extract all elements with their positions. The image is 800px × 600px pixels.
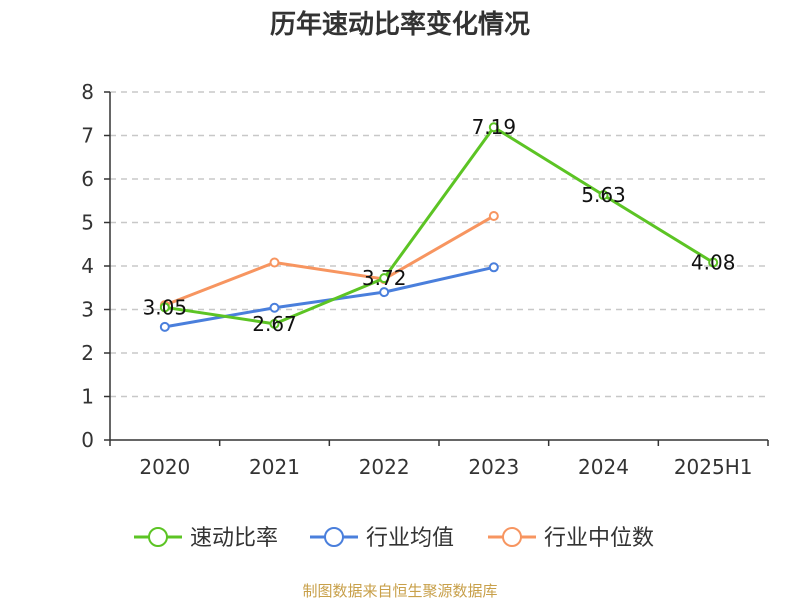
x-tick-label: 2021 (249, 455, 300, 479)
data-point (269, 318, 280, 329)
legend-marker (502, 527, 522, 547)
data-point (379, 287, 390, 298)
data-label: 3.05 (143, 295, 188, 319)
data-point (159, 321, 170, 332)
data-label: 2.67 (252, 312, 297, 336)
data-point (379, 273, 390, 284)
y-tick-label: 6 (81, 167, 94, 191)
legend-label: 速动比率 (190, 526, 278, 551)
legend-item[interactable]: 行业均值 (310, 526, 454, 551)
data-point (598, 190, 609, 201)
data-point (708, 257, 719, 268)
data-labels: 3.05 2.67 3.72 7.19 5.63 4.08 (143, 115, 736, 336)
y-tick-label: 2 (81, 341, 94, 365)
data-point (269, 302, 280, 313)
series-layer (159, 122, 719, 332)
grid (110, 91, 768, 398)
axes: 0 1 2 3 4 5 6 7 8 2020 2021 2022 2023 2024 2025H1 (81, 80, 769, 479)
data-point (488, 262, 499, 273)
series-line (164, 214, 495, 307)
y-tick-label: 0 (81, 428, 94, 452)
legend-marker (324, 527, 344, 547)
y-tick-label: 3 (81, 298, 94, 322)
y-tick-label: 7 (81, 124, 94, 148)
y-tick-label: 5 (81, 211, 94, 235)
data-label: 4.08 (691, 251, 736, 275)
source-note: 制图数据来自恒生聚源数据库 (302, 582, 497, 600)
y-tick-label: 4 (81, 254, 94, 278)
x-tick-label: 2020 (139, 455, 190, 479)
x-tick-label: 2022 (359, 455, 410, 479)
legend-item[interactable]: 行业中位数 (488, 526, 654, 551)
series-line (164, 265, 495, 329)
data-point (488, 210, 499, 221)
legend-label: 行业中位数 (544, 526, 654, 551)
chart-title: 历年速动比率变化情况 (270, 9, 530, 40)
data-label: 5.63 (581, 183, 626, 207)
x-tick-label: 2024 (578, 455, 629, 479)
legend[interactable]: 速动比率 行业均值 行业中位数 (134, 526, 654, 551)
y-tick-label: 8 (81, 80, 94, 104)
data-label: 7.19 (472, 115, 517, 139)
data-point (159, 302, 170, 313)
legend-marker (148, 527, 168, 547)
x-tick-label: 2023 (468, 455, 519, 479)
data-label: 3.72 (362, 266, 407, 290)
x-tick-label: 2025H1 (674, 455, 753, 479)
legend-label: 行业均值 (366, 526, 454, 551)
series-line (164, 125, 714, 326)
data-point (488, 122, 499, 133)
y-tick-label: 1 (81, 385, 94, 409)
legend-item[interactable]: 速动比率 (134, 526, 278, 551)
data-point (269, 257, 280, 268)
